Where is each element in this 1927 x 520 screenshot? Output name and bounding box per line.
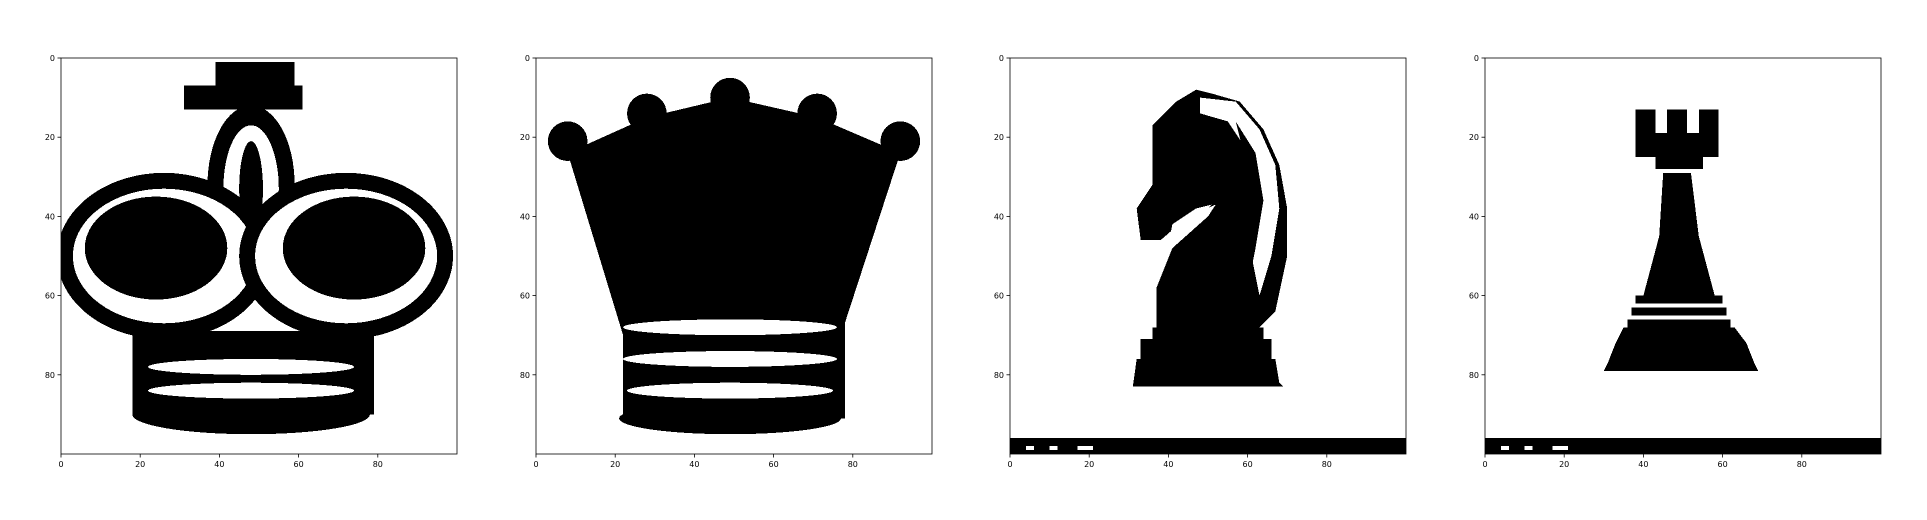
rook-region-2 <box>1698 109 1719 138</box>
king-xtick-label-20: 20 <box>135 460 145 469</box>
rook-ytick-label-40: 40 <box>1469 212 1479 221</box>
rook-image <box>1485 109 1881 454</box>
rook-region-12 <box>1524 446 1533 451</box>
queen-region-6 <box>583 113 885 336</box>
queen-ytick-label-40: 40 <box>520 212 530 221</box>
knight-xtick-label-0: 0 <box>1007 460 1012 469</box>
king-ytick-label-40: 40 <box>45 212 55 221</box>
king-xtick-label-0: 0 <box>58 460 63 469</box>
knight-xtick-label-60: 60 <box>1243 460 1253 469</box>
king-region-12 <box>132 394 370 435</box>
queen-xtick-label-60: 60 <box>769 460 779 469</box>
knight-ytick-label-0: 0 <box>999 54 1004 63</box>
knight-ytick-label-20: 20 <box>994 133 1004 142</box>
king-ytick-label-60: 60 <box>45 292 55 301</box>
king-region-7 <box>84 196 228 300</box>
king-axes: 0 20 40 60 80 0 20 40 60 80 <box>45 54 458 469</box>
king-axes-frame <box>60 57 458 455</box>
rook-region-13 <box>1552 446 1569 451</box>
rook-xtick-label-40: 40 <box>1638 460 1648 469</box>
rook-xtick-label-80: 80 <box>1797 460 1807 469</box>
rook-region-9 <box>1603 327 1759 371</box>
king-region-10 <box>282 196 426 300</box>
queen-region-9 <box>623 319 837 336</box>
rook-region-1 <box>1667 109 1687 138</box>
queen-xtick-label-20: 20 <box>610 460 620 469</box>
queen-ytick-label-20: 20 <box>520 133 530 142</box>
rook-axes-frame <box>1484 57 1882 455</box>
rook-region-5 <box>1643 172 1715 296</box>
king-ytick-label-80: 80 <box>45 371 55 380</box>
knight-region-8 <box>1025 446 1034 451</box>
knight-ytick-label-60: 60 <box>994 292 1004 301</box>
king-xtick-label-80: 80 <box>373 460 383 469</box>
king-region-14 <box>148 382 355 399</box>
king-xtick-label-40: 40 <box>214 460 224 469</box>
queen-ytick-label-60: 60 <box>520 292 530 301</box>
knight-xtick-label-20: 20 <box>1084 460 1094 469</box>
queen-image <box>547 77 921 435</box>
king-ytick-label-20: 20 <box>45 133 55 142</box>
knight-region-4 <box>1152 327 1264 340</box>
king-xtick-label-60: 60 <box>294 460 304 469</box>
knight-region-7 <box>1010 438 1406 454</box>
rook-region-7 <box>1631 307 1727 316</box>
rook-xtick-label-20: 20 <box>1559 460 1569 469</box>
knight-axes-frame <box>1009 57 1407 455</box>
rook-xtick-label-0: 0 <box>1482 460 1487 469</box>
queen-axes-frame <box>535 57 933 455</box>
queen-region-11 <box>627 382 833 399</box>
knight-image <box>1010 89 1406 454</box>
king-ytick-label-0: 0 <box>50 54 55 63</box>
knight-region-5 <box>1140 339 1272 359</box>
knight-region-1 <box>1200 97 1280 296</box>
knight-region-3 <box>1168 204 1212 245</box>
king-region-13 <box>148 358 355 375</box>
queen-region-10 <box>623 351 837 367</box>
rook-region-11 <box>1500 446 1509 451</box>
knight-axes: 0 20 40 60 80 0 20 40 60 80 <box>994 54 1407 469</box>
queen-xtick-label-0: 0 <box>533 460 538 469</box>
rook-axes: 0 20 40 60 80 0 20 40 60 80 <box>1469 54 1882 469</box>
queen-region-8 <box>619 402 841 435</box>
knight-region-9 <box>1049 446 1058 451</box>
queen-xtick-label-40: 40 <box>689 460 699 469</box>
knight-xtick-label-80: 80 <box>1322 460 1332 469</box>
queen-xtick-label-80: 80 <box>848 460 858 469</box>
rook-region-6 <box>1635 295 1723 304</box>
knight-region-6 <box>1132 359 1284 387</box>
rook-region-0 <box>1635 109 1656 138</box>
queen-ytick-label-80: 80 <box>520 371 530 380</box>
knight-region-10 <box>1077 446 1094 451</box>
rook-region-3 <box>1635 133 1719 157</box>
king-region-1 <box>183 85 303 110</box>
rook-region-4 <box>1655 153 1703 169</box>
knight-ytick-label-80: 80 <box>994 371 1004 380</box>
rook-ytick-label-60: 60 <box>1469 292 1479 301</box>
knight-region-2 <box>1235 121 1264 288</box>
queen-ytick-label-0: 0 <box>525 54 530 63</box>
king-image <box>61 61 454 435</box>
queen-axes: 0 20 40 60 80 0 20 40 60 80 <box>520 54 933 469</box>
rook-ytick-label-20: 20 <box>1469 133 1479 142</box>
rook-region-8 <box>1627 319 1731 328</box>
rook-xtick-label-60: 60 <box>1718 460 1728 469</box>
rook-ytick-label-0: 0 <box>1474 54 1479 63</box>
knight-xtick-label-40: 40 <box>1163 460 1173 469</box>
rook-region-10 <box>1485 438 1881 454</box>
knight-ytick-label-40: 40 <box>994 212 1004 221</box>
rook-ytick-label-80: 80 <box>1469 371 1479 380</box>
